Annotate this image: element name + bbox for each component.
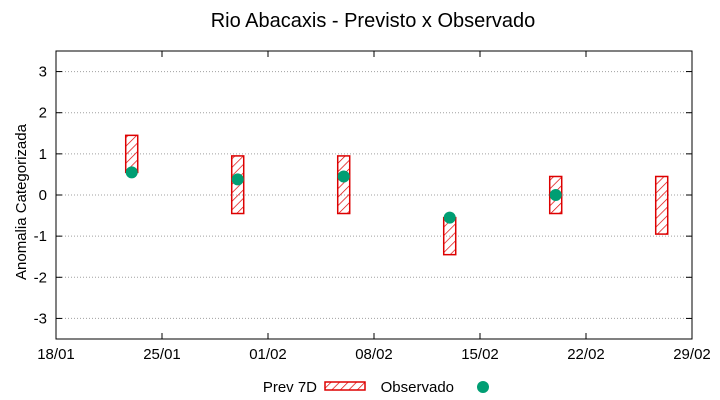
observado-point	[231, 173, 244, 186]
y-tick-label: -3	[34, 310, 47, 327]
observado-point	[337, 170, 350, 183]
observado-point	[125, 166, 138, 179]
legend-label-prev-7d: Prev 7D	[263, 379, 317, 396]
grid-lines	[56, 71, 692, 319]
prev-7d-series	[124, 134, 669, 256]
y-tick-label: -2	[34, 269, 47, 286]
y-axis: -3 -2 -1 0 1 2 3	[34, 64, 692, 327]
y-tick-label: 0	[39, 187, 47, 204]
y-tick-label: 3	[39, 64, 47, 81]
y-tick-label: 1	[39, 146, 47, 163]
observado-point	[549, 189, 562, 201]
y-tick-label: 2	[39, 105, 47, 122]
x-tick-label: 08/02	[355, 346, 393, 363]
observado-series	[125, 166, 562, 224]
x-tick-label: 25/01	[143, 346, 181, 363]
legend: Prev 7D Observado	[263, 379, 489, 396]
legend-swatch-observado	[477, 381, 489, 393]
prev-7d-bar	[336, 155, 351, 215]
y-axis-label: Anomalia Categorizada	[13, 123, 30, 280]
legend-swatch-prev-7d	[324, 381, 366, 391]
y-tick-label: -1	[34, 228, 47, 245]
x-axis: 18/01 25/01 01/02 08/02 15/02 22/02 29/02	[37, 51, 711, 363]
x-tick-label: 18/01	[37, 346, 75, 363]
observado-point	[443, 211, 456, 224]
x-tick-label: 22/02	[567, 346, 605, 363]
legend-label-observado: Observado	[381, 379, 454, 396]
x-tick-label: 29/02	[673, 346, 711, 363]
x-tick-label: 01/02	[249, 346, 287, 363]
x-tick-label: 15/02	[461, 346, 499, 363]
prev-7d-bar	[654, 175, 669, 235]
chart-title: Rio Abacaxis - Previsto x Observado	[211, 10, 536, 32]
